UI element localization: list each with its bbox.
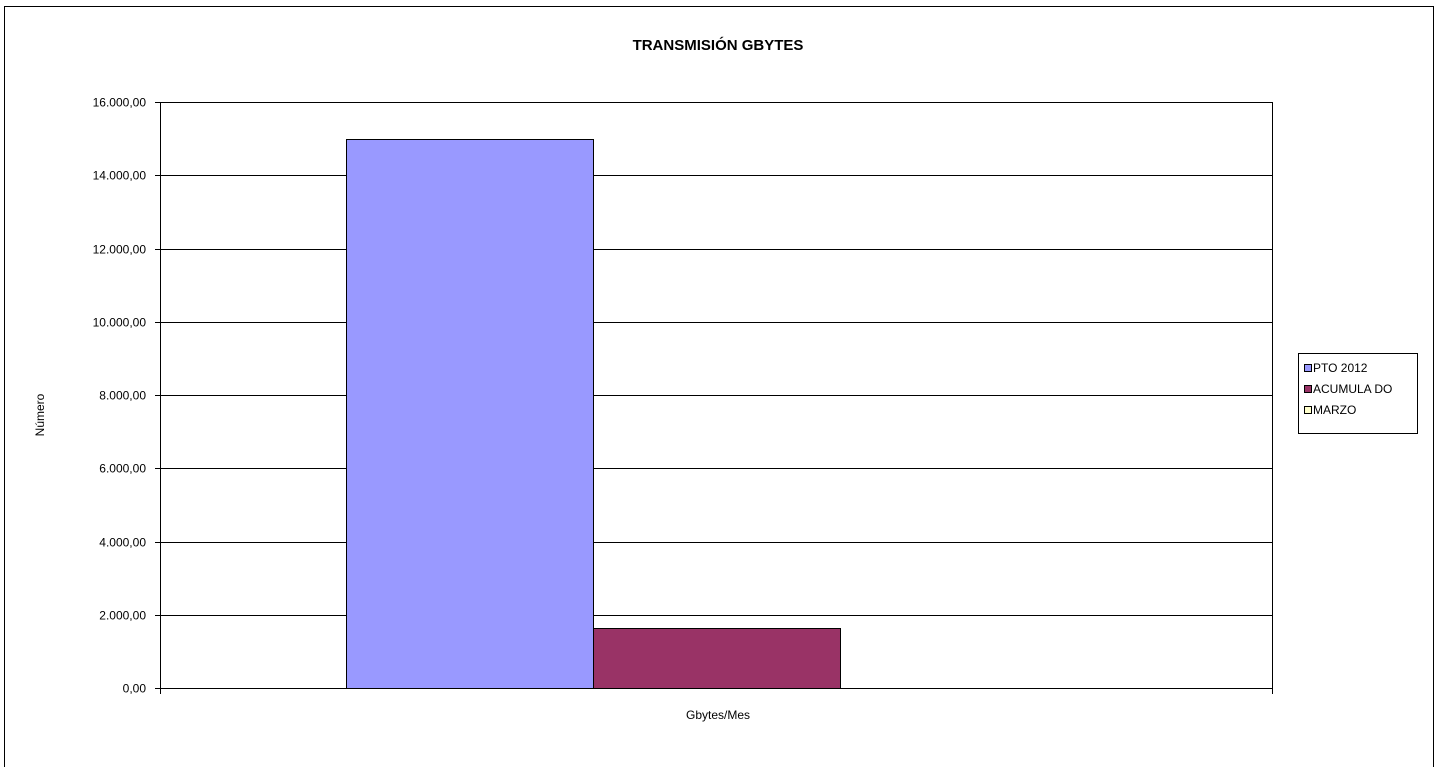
- legend-swatch: [1304, 406, 1312, 414]
- legend-label: MARZO: [1313, 403, 1356, 417]
- legend-swatch: [1304, 385, 1312, 393]
- y-tick-label: 10.000,00: [93, 316, 147, 330]
- bar-1: [346, 139, 594, 689]
- y-tick-label: 4.000,00: [99, 536, 146, 550]
- y-tick-label: 2.000,00: [99, 609, 146, 623]
- bars: [346, 139, 841, 689]
- legend-label: ACUMULA DO: [1313, 382, 1392, 396]
- y-tick-label: 12.000,00: [93, 243, 147, 257]
- x-axis-category-label: Gbytes/Mes: [686, 708, 750, 722]
- y-axis-title: Número: [33, 393, 47, 436]
- y-tick-label: 14.000,00: [93, 169, 147, 183]
- legend-label: PTO 2012: [1313, 361, 1368, 375]
- chart-title: TRANSMISIÓN GBYTES: [633, 36, 804, 54]
- y-tick-label: 0,00: [123, 682, 147, 696]
- y-axis-ticks: 0,00 2.000,00 4.000,00 6.000,00 8.000,00 10.0…: [93, 96, 147, 696]
- legend-box: [1298, 353, 1418, 434]
- y-tick-label: 16.000,00: [93, 96, 147, 110]
- y-tick-label: 6.000,00: [99, 462, 146, 476]
- bar-2: [593, 628, 841, 689]
- legend-swatch: [1304, 364, 1312, 372]
- legend: PTO 2012 ACUMULA DO MARZO: [1298, 353, 1418, 434]
- y-tick-label: 8.000,00: [99, 389, 146, 403]
- axis-tick-marks: [155, 102, 1273, 694]
